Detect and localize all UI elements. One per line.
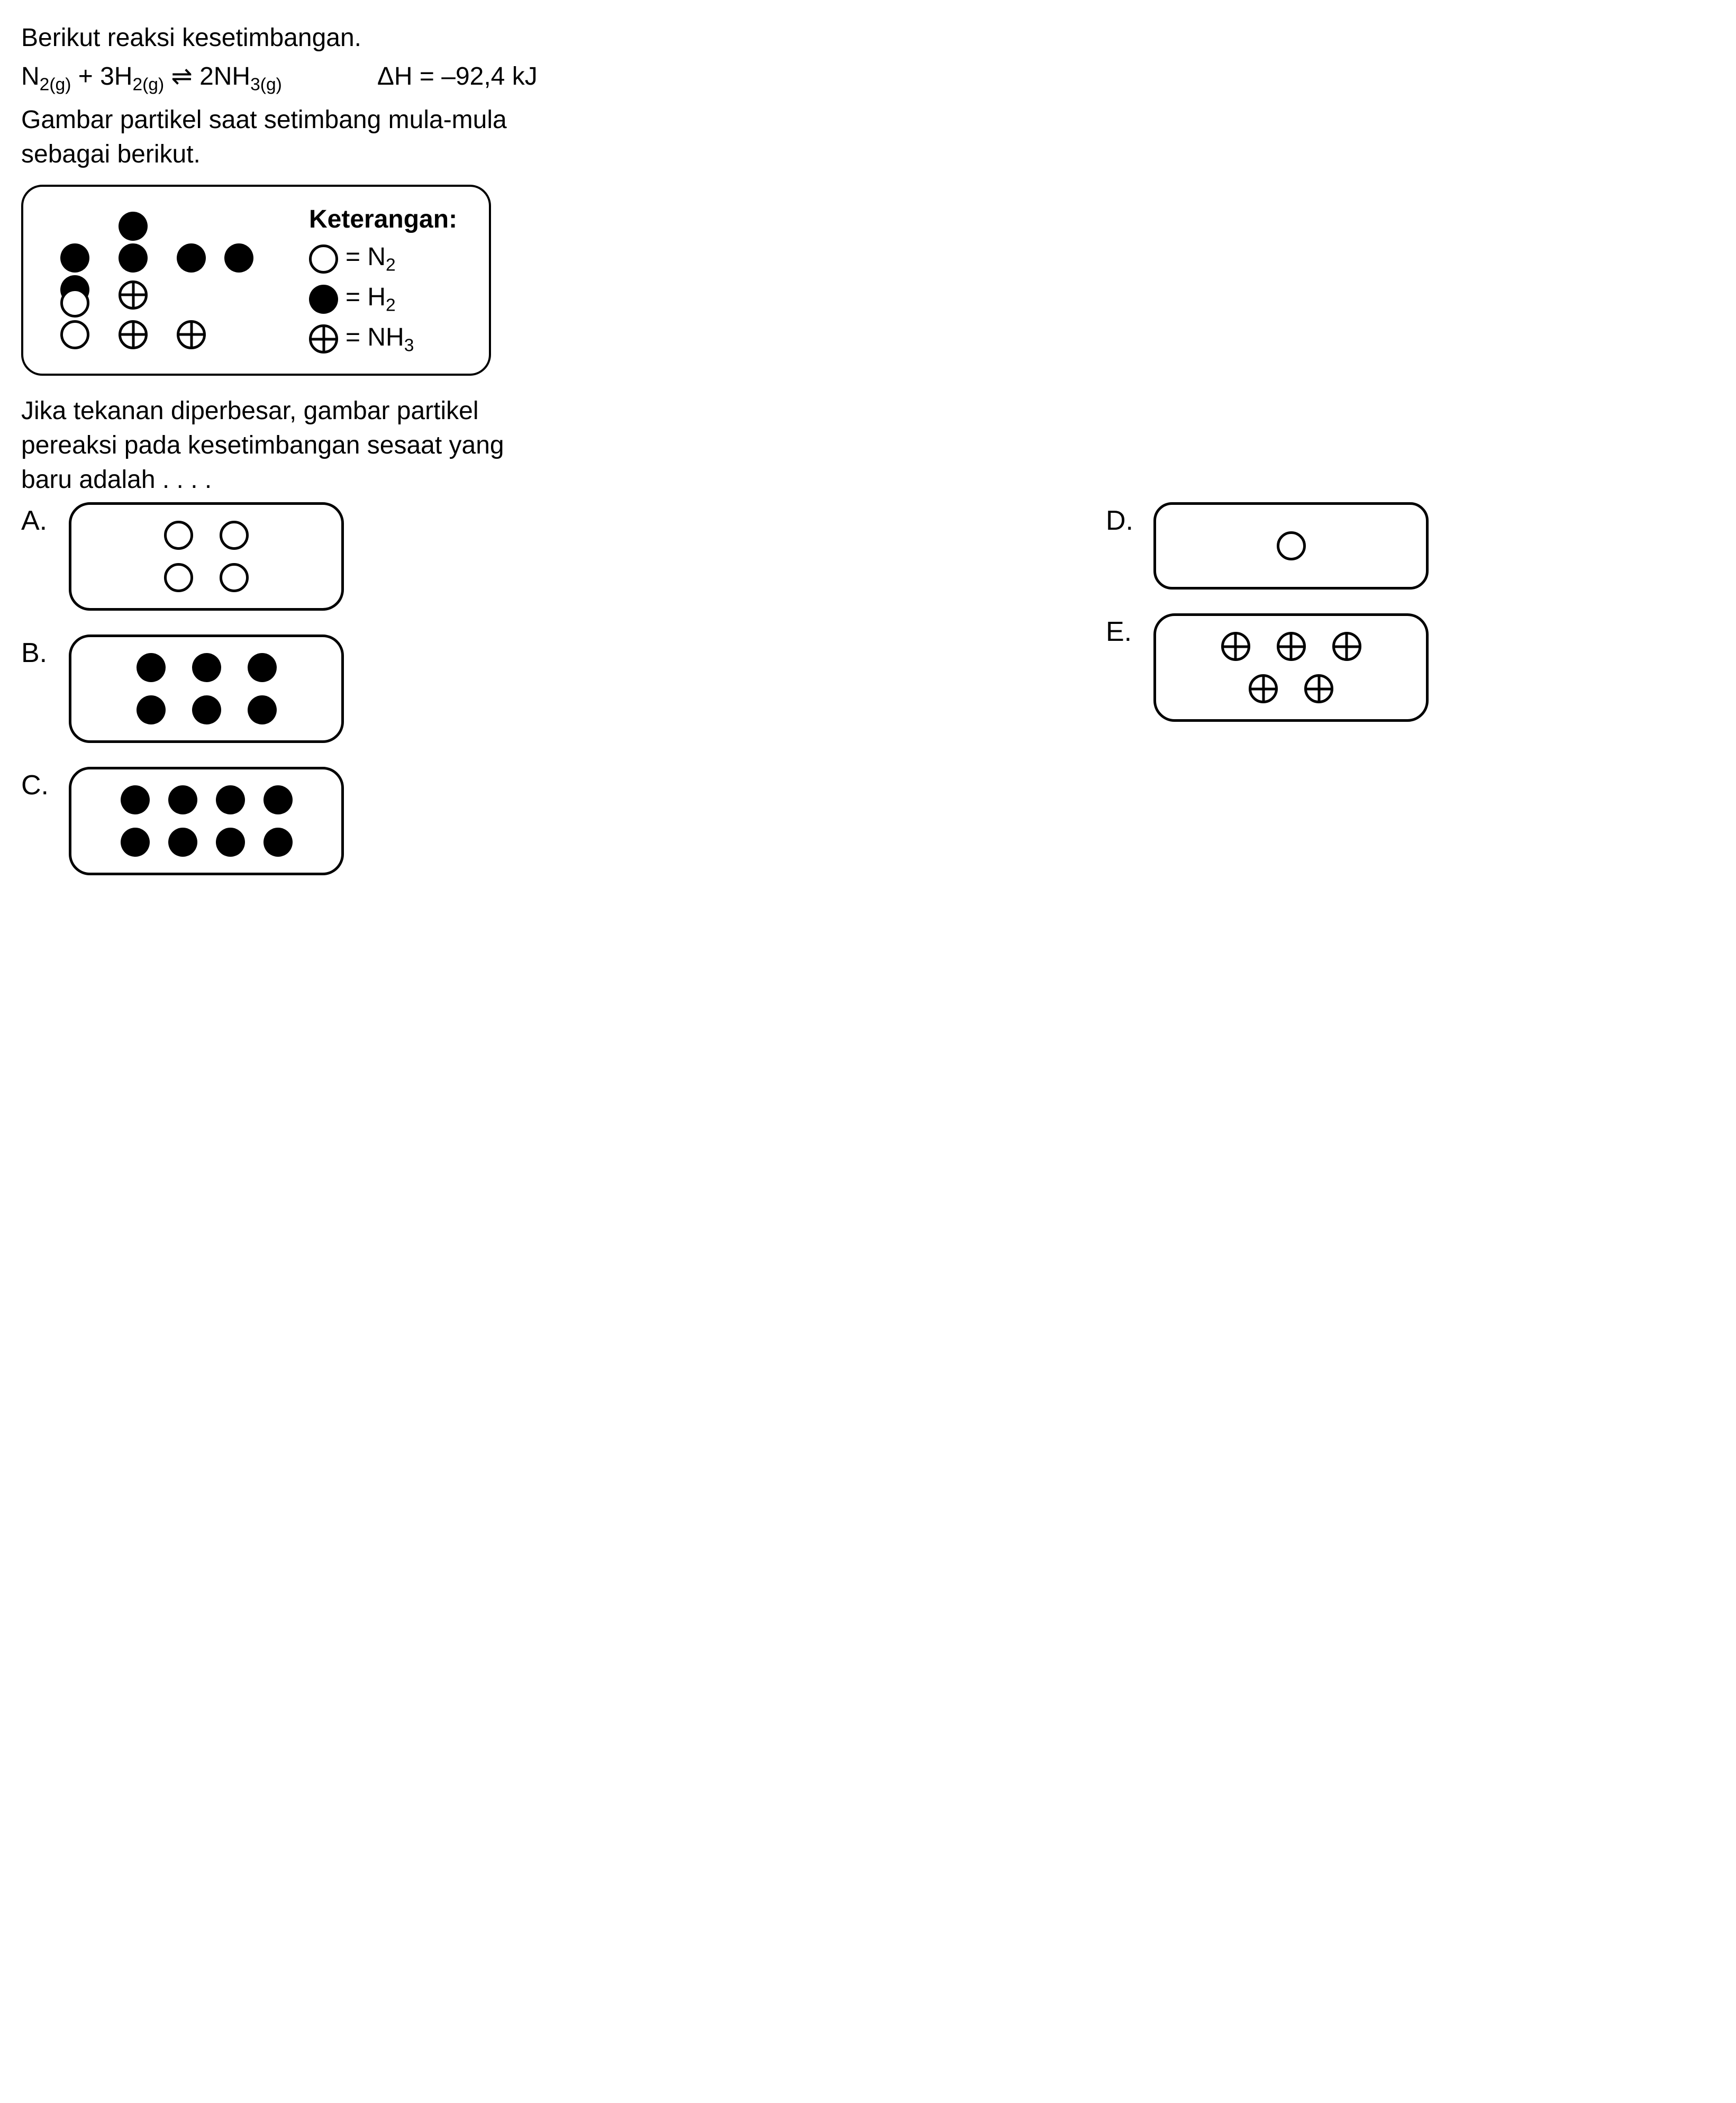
- open-circle-icon: [1277, 531, 1306, 560]
- solid-circle-icon: [137, 653, 166, 682]
- solid-circle-icon: [309, 285, 338, 314]
- option-b[interactable]: B.: [21, 634, 735, 743]
- solid-circle-icon: [263, 828, 293, 857]
- solid-circle-icon: [168, 785, 197, 814]
- option-c[interactable]: C.: [21, 767, 735, 875]
- legend-particle-solid: [60, 243, 89, 273]
- option-d-letter: D.: [1106, 502, 1138, 539]
- solid-circle-icon: [248, 653, 277, 682]
- solid-circle-icon: [248, 695, 277, 724]
- option-row: [121, 785, 293, 814]
- solid-circle-icon: [263, 785, 293, 814]
- open-circle-icon: [220, 563, 249, 592]
- legend-nh3-row: = NH3: [309, 321, 457, 358]
- legend-particle-open: [60, 320, 89, 349]
- option-e-letter: E.: [1106, 613, 1138, 650]
- solid-circle-icon: [192, 695, 221, 724]
- legend-particles: [44, 212, 267, 349]
- solid-circle-icon: [168, 828, 197, 857]
- option-a[interactable]: A.: [21, 502, 735, 611]
- desc-line-1: Gambar partikel saat setimbang mula-mula: [21, 103, 1661, 138]
- option-d[interactable]: D.: [1106, 502, 1736, 590]
- legend-particle-solid: [224, 243, 253, 273]
- option-row: [121, 828, 293, 857]
- legend-box: Keterangan: = N2 = H2 = NH3: [21, 185, 491, 376]
- solid-circle-icon: [192, 653, 221, 682]
- solid-circle-icon: [216, 828, 245, 857]
- option-e[interactable]: E.: [1106, 613, 1736, 722]
- legend-particle-cross: [177, 320, 206, 349]
- eq-n-sub: 2(g): [40, 75, 71, 94]
- legend-h2-row: = H2: [309, 280, 457, 318]
- desc-line-2: sebagai berikut.: [21, 138, 1661, 172]
- solid-circle-icon: [121, 828, 150, 857]
- question-line-1: Jika tekanan diperbesar, gambar partikel: [21, 394, 1661, 429]
- equilibrium-equation: N2(g) + 3H2(g) ⇌ 2NH3(g) ΔH = –92,4 kJ: [21, 60, 1661, 97]
- cross-circle-icon: [1221, 632, 1250, 661]
- eq-nh-sub: 3(g): [250, 75, 282, 94]
- open-circle-icon: [220, 521, 249, 550]
- eq-h-sub: 2(g): [132, 75, 164, 94]
- option-c-box: [69, 767, 344, 875]
- delta-h: ΔH = –92,4 kJ: [377, 60, 538, 94]
- eq-arrow: ⇌ 2NH: [164, 62, 250, 90]
- option-row: [1277, 531, 1306, 560]
- option-row: [137, 695, 277, 724]
- intro-text: Berikut reaksi kesetimbangan.: [21, 21, 1661, 56]
- cross-circle-icon: [1304, 674, 1333, 703]
- option-row: [1221, 632, 1361, 661]
- legend-particle-cross: [119, 280, 148, 310]
- solid-circle-icon: [137, 695, 166, 724]
- option-row: [164, 521, 249, 550]
- eq-plus: + 3H: [71, 62, 132, 90]
- option-d-box: [1153, 502, 1429, 590]
- eq-n: N: [21, 62, 40, 90]
- equation-left: N2(g) + 3H2(g) ⇌ 2NH3(g): [21, 60, 282, 97]
- option-c-letter: C.: [21, 767, 53, 804]
- question-line-2: pereaksi pada kesetimbangan sesaat yang: [21, 429, 1661, 463]
- cross-circle-icon: [1249, 674, 1278, 703]
- cross-circle-icon: [1277, 632, 1306, 661]
- option-b-letter: B.: [21, 634, 53, 672]
- open-circle-icon: [309, 244, 338, 274]
- solid-circle-icon: [216, 785, 245, 814]
- option-row: [164, 563, 249, 592]
- legend-nh3-label: = NH3: [346, 321, 414, 358]
- cross-circle-icon: [309, 324, 338, 353]
- option-e-box: [1153, 613, 1429, 722]
- legend-particle-solid: [119, 212, 148, 241]
- legend-particle-cross: [119, 320, 148, 349]
- solid-circle-icon: [121, 785, 150, 814]
- cross-circle-icon: [1332, 632, 1361, 661]
- option-a-box: [69, 502, 344, 611]
- option-row: [137, 653, 277, 682]
- legend-n2-label: = N2: [346, 240, 396, 277]
- option-a-letter: A.: [21, 502, 53, 539]
- option-row: [1249, 674, 1333, 703]
- open-circle-icon: [164, 521, 193, 550]
- option-b-box: [69, 634, 344, 743]
- legend-text: Keterangan: = N2 = H2 = NH3: [309, 203, 457, 358]
- legend-particle-open: [60, 288, 89, 318]
- question-line-3: baru adalah . . . .: [21, 463, 1661, 497]
- open-circle-icon: [164, 563, 193, 592]
- legend-h2-label: = H2: [346, 280, 396, 318]
- legend-particle-solid: [119, 243, 148, 273]
- legend-particle-solid: [177, 243, 206, 273]
- legend-n2-row: = N2: [309, 240, 457, 277]
- legend-heading: Keterangan:: [309, 203, 457, 237]
